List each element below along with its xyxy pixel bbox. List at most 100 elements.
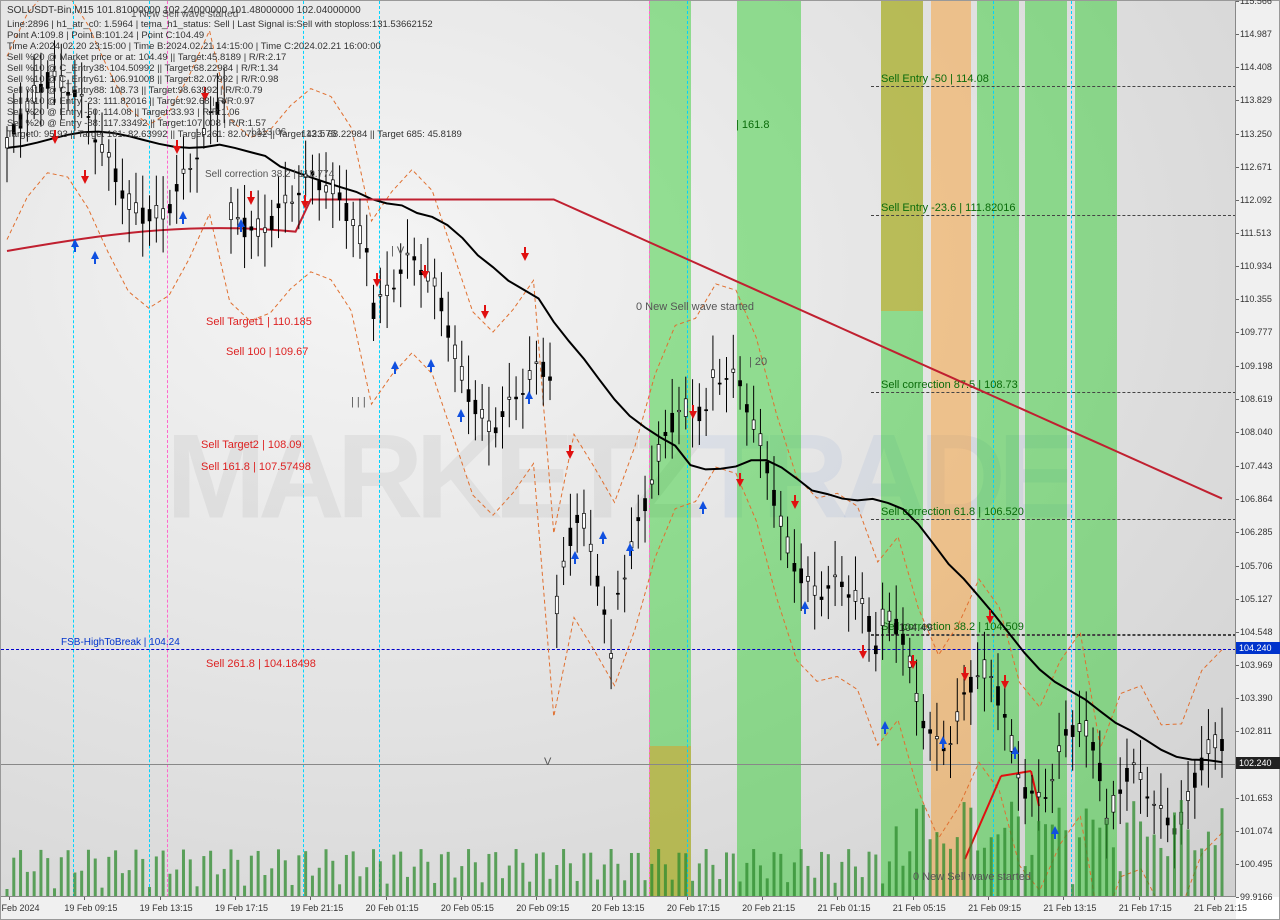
info-line: Point A:109.8 | Point B:101.24 | Point C… [7, 30, 204, 41]
info-line: Sell %20 @ Market price or at: 104.49 ||… [7, 52, 286, 63]
arrow-down-icon [859, 651, 867, 659]
chart-plot-area[interactable]: MARKETZTRADE FSB-HighToBreak | 104.24Sel… [1, 1, 1236, 897]
chart-label: Sell Target1 | 110.185 [206, 316, 312, 328]
y-tick-label: 112.092 [1240, 195, 1272, 205]
chart-label: V [544, 756, 551, 768]
x-tick-label: 21 Feb 13:15 [1043, 903, 1096, 913]
y-axis: 115.566114.987114.408113.829113.250112.6… [1235, 1, 1279, 897]
arrow-up-icon [179, 211, 187, 219]
chart-label: Sell correction 38.2 | 112.774 [205, 169, 334, 180]
chart-label: | | | [351, 396, 366, 408]
symbol-line: SOLUSDT-Bin,M15 101.81000000 102.2400000… [7, 5, 361, 16]
y-tick-label: 101.653 [1240, 793, 1273, 803]
y-tick-label: 110.934 [1240, 261, 1272, 271]
arrow-up-icon [237, 219, 245, 227]
arrow-up-icon [457, 409, 465, 417]
arrow-down-icon [173, 146, 181, 154]
arrow-down-icon [961, 673, 969, 681]
x-tick-label: 20 Feb 21:15 [742, 903, 795, 913]
info-line: Sell %20 @ Entry -88: 117.33492 || Targe… [7, 118, 266, 129]
chart-container: MARKETZTRADE FSB-HighToBreak | 104.24Sel… [0, 0, 1280, 920]
arrow-down-icon [373, 279, 381, 287]
arrow-down-icon [909, 661, 917, 669]
arrow-up-icon [525, 391, 533, 399]
x-tick-label: 19 Feb 09:15 [64, 903, 117, 913]
arrow-up-icon [71, 239, 79, 247]
y-tick-label: 104.548 [1240, 627, 1273, 637]
y-tick-label: 115.566 [1240, 0, 1272, 6]
y-tick-label: 105.127 [1240, 594, 1273, 604]
x-tick-label: 19 Feb 21:15 [290, 903, 343, 913]
chart-label: Sell 161.8 | 107.57498 [201, 461, 311, 473]
info-line: Time A:2024.02.20 23:15:00 | Time B:2024… [7, 41, 381, 52]
x-tick-label: 20 Feb 01:15 [366, 903, 419, 913]
y-tick-label: 108.040 [1240, 427, 1273, 437]
info-line: Sell %10 @ Entry -23: 111.82016 || Targe… [7, 96, 255, 107]
x-tick-label: 19 Feb 13:15 [140, 903, 193, 913]
y-tick-label: 111.513 [1240, 228, 1271, 238]
y-tick-label: 113.829 [1240, 95, 1272, 105]
y-tick-label: 103.390 [1240, 693, 1273, 703]
info-line: Sell %10 @ C_Entry88: 108.73 || Target:9… [7, 85, 263, 96]
arrow-up-icon [91, 251, 99, 259]
info-line: Sell %10 @ C_Entry61: 106.91008 || Targe… [7, 74, 278, 85]
arrow-up-icon [801, 601, 809, 609]
y-tick-label: 109.777 [1240, 327, 1273, 337]
y-tick-label: 110.355 [1240, 294, 1272, 304]
y-tick-label: 109.198 [1240, 361, 1273, 371]
x-tick-label: 21 Feb 01:15 [817, 903, 870, 913]
chart-label: | 20 [749, 356, 767, 368]
arrow-up-icon [939, 736, 947, 744]
x-tick-label: 20 Feb 17:15 [667, 903, 720, 913]
arrow-up-icon [571, 551, 579, 559]
arrow-up-icon [626, 543, 634, 551]
chart-label: Sell 100 | 109.67 [226, 346, 308, 358]
y-tick-label: 106.864 [1240, 494, 1273, 504]
info-line: Sell %10 @ C_Entry38: 104.50992 || Targe… [7, 63, 278, 74]
info-line: Line:2896 | h1_atr_c0: 1.5964 | tema_h1_… [7, 19, 433, 30]
x-tick-label: 19 Feb 2024 [0, 903, 40, 913]
info-line: Sell %20 @ Entry -50: 114.08 || Target:3… [7, 107, 240, 118]
arrow-down-icon [521, 253, 529, 261]
y-tick-label: 107.443 [1240, 461, 1273, 471]
y-tick-label: 105.706 [1240, 561, 1273, 571]
arrow-down-icon [791, 501, 799, 509]
y-tick-label: 99.9166 [1240, 892, 1273, 902]
arrow-down-icon [301, 201, 309, 209]
y-tick-label: 113.250 [1240, 129, 1272, 139]
price-marker: 104.240 [1236, 642, 1280, 654]
x-tick-label: 19 Feb 17:15 [215, 903, 268, 913]
arrow-up-icon [881, 721, 889, 729]
chart-label: | V [391, 245, 404, 257]
arrow-down-icon [1001, 681, 1009, 689]
price-marker: 102.240 [1236, 757, 1280, 769]
x-tick-label: 21 Feb 05:15 [893, 903, 946, 913]
y-tick-label: 114.408 [1240, 62, 1272, 72]
y-tick-label: 100.495 [1240, 859, 1273, 869]
chart-label: | 161.8 [736, 119, 769, 131]
y-tick-label: 106.285 [1240, 527, 1273, 537]
arrow-down-icon [736, 479, 744, 487]
arrow-up-icon [1051, 826, 1059, 834]
x-tick-label: 21 Feb 21:15 [1194, 903, 1247, 913]
arrow-down-icon [689, 411, 697, 419]
y-tick-label: 102.811 [1240, 726, 1272, 736]
arrow-up-icon [391, 361, 399, 369]
chart-label: 0 New Sell wave started [636, 301, 754, 313]
x-tick-label: 21 Feb 17:15 [1119, 903, 1172, 913]
arrow-up-icon [699, 501, 707, 509]
y-tick-label: 108.619 [1240, 394, 1273, 404]
x-tick-label: 20 Feb 13:15 [592, 903, 645, 913]
arrow-down-icon [986, 616, 994, 624]
x-axis: 19 Feb 2024 19 Feb 09:15 19 Feb 13:15 19 Fe… [1, 896, 1236, 919]
chart-label: Sell 261.8 | 104.18498 [206, 658, 316, 670]
y-tick-label: 114.987 [1240, 29, 1272, 39]
info-line: Target0: 95.93 || Target 161: 82.63992 |… [7, 129, 462, 140]
arrow-down-icon [481, 311, 489, 319]
x-tick-label: 20 Feb 09:15 [516, 903, 569, 913]
chart-label: Sell Target2 | 108.09 [201, 439, 302, 451]
arrow-up-icon [1011, 746, 1019, 754]
x-tick-label: 20 Feb 05:15 [441, 903, 494, 913]
y-tick-label: 103.969 [1240, 660, 1273, 670]
arrow-down-icon [421, 271, 429, 279]
